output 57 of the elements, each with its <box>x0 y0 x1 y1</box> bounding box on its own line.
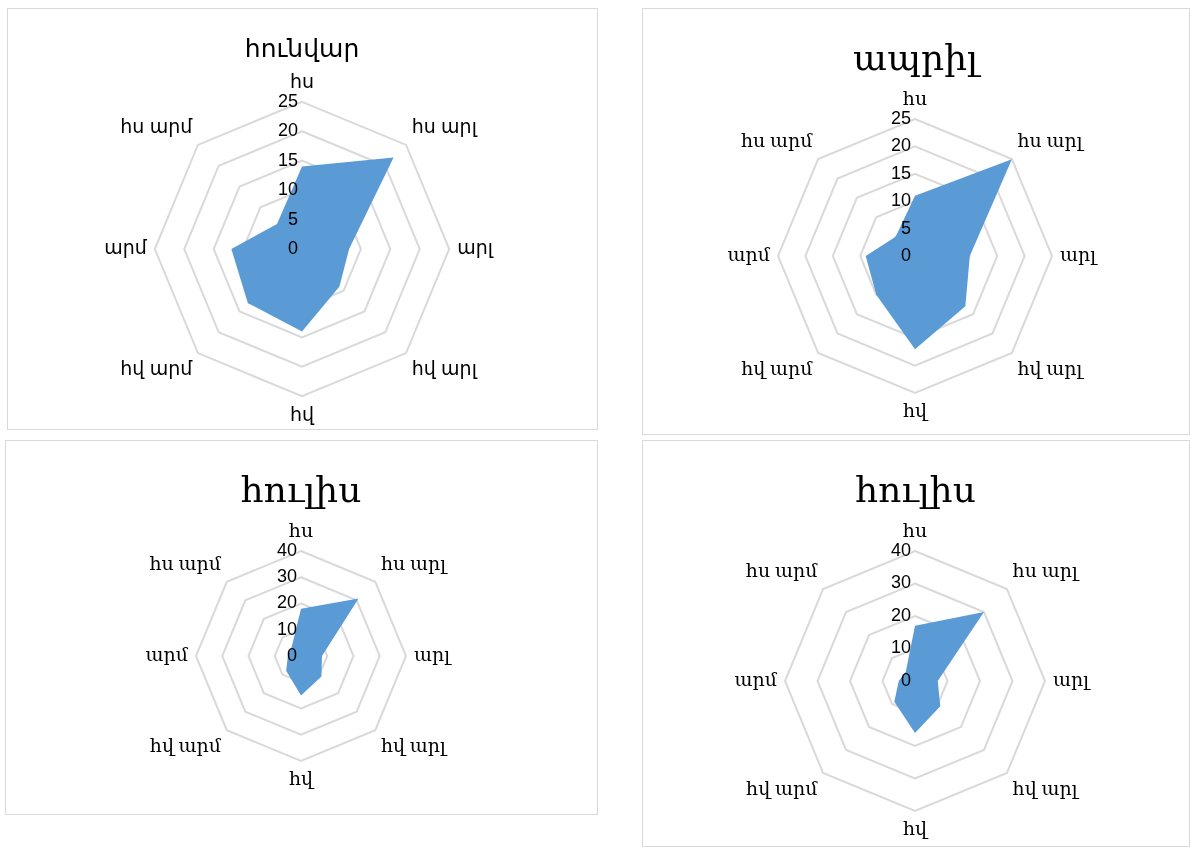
spoke-label: հվ արմ <box>149 735 222 757</box>
chart-title: հունվար <box>244 33 360 62</box>
spoke-label: հվ արմ <box>746 777 819 799</box>
spoke-label: հվ <box>288 768 316 790</box>
y-tick-label: 0 <box>900 244 911 265</box>
y-tick-label: 0 <box>286 644 297 665</box>
spoke-label: հվ արմ <box>120 358 194 380</box>
y-tick-label: 15 <box>277 149 298 170</box>
spoke-label: հս <box>289 70 315 92</box>
y-tick-label: 10 <box>890 637 911 658</box>
spoke-label: հվ <box>902 818 930 840</box>
spoke-label: հս արլ <box>1017 130 1085 152</box>
chart-title: հուլիս <box>855 470 976 511</box>
spoke-label: հս արլ <box>1012 560 1080 581</box>
chart-title: ապրիլ <box>852 38 983 79</box>
y-tick-label: 20 <box>276 592 297 613</box>
spoke-label: հվ արմ <box>741 357 814 379</box>
spoke-label: արմ <box>104 237 148 259</box>
y-tick-label: 25 <box>277 90 298 111</box>
spoke-label: հս արմ <box>149 552 222 574</box>
y-tick-label: 10 <box>276 618 297 639</box>
spoke-label: հս <box>288 519 314 541</box>
y-tick-label: 0 <box>900 669 911 690</box>
y-tick-label: 20 <box>890 604 911 625</box>
spoke-label: հս արլ <box>411 116 478 138</box>
spoke-label: արլ <box>1060 243 1099 265</box>
y-tick-label: 5 <box>900 217 911 238</box>
spoke-label: արմ <box>727 243 771 265</box>
y-tick-label: 20 <box>277 120 298 141</box>
spoke-label: արլ <box>1053 668 1092 690</box>
spoke-label: հվ <box>902 400 930 422</box>
y-tick-label: 5 <box>287 208 298 229</box>
spoke-label: հվ արլ <box>1012 777 1080 799</box>
spoke-label: արմ <box>145 643 189 665</box>
y-tick-label: 25 <box>890 107 911 128</box>
spoke-label: հս արմ <box>120 116 194 138</box>
y-tick-label: 30 <box>276 566 297 587</box>
spoke-label: հս արմ <box>745 560 819 581</box>
y-tick-label: 15 <box>890 162 911 183</box>
spoke-label: հս <box>902 87 928 109</box>
spoke-label: արլ <box>457 237 494 259</box>
y-tick-label: 0 <box>287 237 298 258</box>
y-tick-label: 40 <box>276 539 297 560</box>
spoke-label: հվ <box>289 403 315 425</box>
y-tick-label: 10 <box>890 190 911 211</box>
spoke-label: հվ արլ <box>1017 357 1085 379</box>
spoke-label: հս <box>902 519 928 541</box>
y-tick-label: 20 <box>890 135 911 156</box>
y-tick-label: 40 <box>890 539 911 560</box>
spoke-label: արմ <box>734 668 778 690</box>
y-tick-label: 30 <box>890 572 911 593</box>
chart-title: հուլիս <box>240 470 362 511</box>
spoke-label: արլ <box>414 643 453 665</box>
spoke-label: հվ արլ <box>411 358 478 380</box>
spoke-label: հս արմ <box>740 130 814 152</box>
spoke-label: հվ արլ <box>380 735 448 757</box>
spoke-label: հս արլ <box>380 552 449 574</box>
